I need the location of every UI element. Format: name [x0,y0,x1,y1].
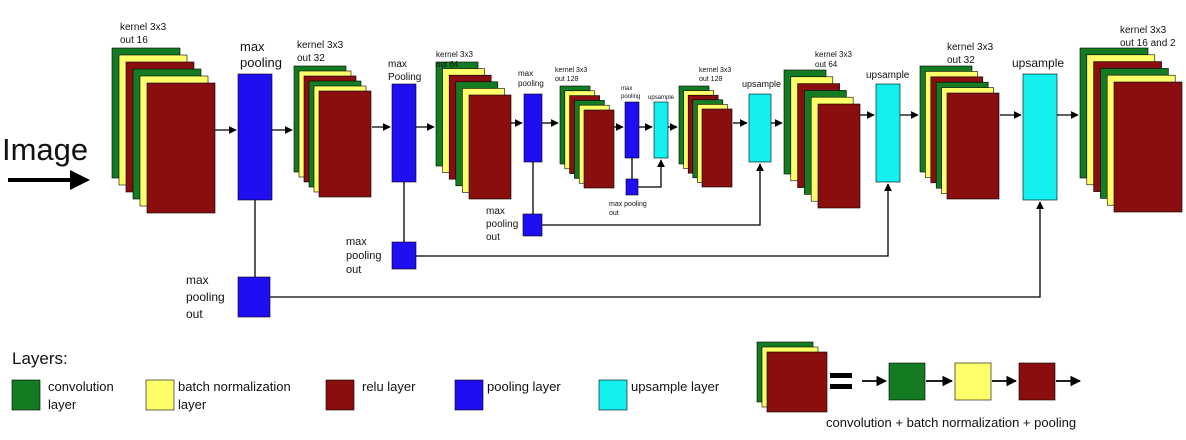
legend-title: Layers: [12,349,68,368]
enc3-stack [435,61,512,200]
input-arrow-head [70,170,90,190]
pool4-box [624,101,640,159]
legend-batch-norm-label: batch normalization layer [178,379,294,412]
label-upsample1: upsample [1012,56,1064,70]
label-upsample3: upsample [742,79,781,89]
layer-stacks [111,47,1183,214]
pool2-out-box [391,241,417,270]
legend-convolution-label: convolution layer [48,379,117,412]
enc3-relu-layer-2 [468,94,512,200]
label-pool3: max pooling [518,69,544,88]
label-pool2-out: max pooling out [346,236,381,276]
legend-relu-swatch [325,379,355,411]
label-dec1-kernel: kernel 3x3 out 16 and 2 [1120,25,1176,49]
enc4-relu-layer-2 [583,109,615,189]
legend-relu-label: relu layer [362,379,416,394]
enc1-relu-layer-2 [146,82,216,214]
equals-sign-top [830,373,852,378]
enc1-stack [111,47,216,214]
pool3-box [523,93,543,163]
upsample2-box [875,83,901,183]
label-enc2-kernel: kernel 3x3 out 32 [297,40,344,64]
equals-sign-bottom [830,384,852,389]
pool1-box [237,73,273,201]
label-upsample2: upsample [866,70,910,81]
label-dec4-kernel: kernel 3x3 out 128 [699,67,731,83]
legend-pooling-swatch [454,379,484,411]
label-dec2-kernel: kernel 3x3 out 32 [947,42,994,66]
label-enc3-kernel: kernel 3x3 out 64 [436,50,473,69]
pool2-box [391,83,417,183]
legend: Layers: convolution layer batch normaliz… [11,341,1082,430]
connectors [213,111,1079,298]
input-label: Image [2,132,88,167]
dec1-stack [1079,47,1183,213]
skip-pool3-out [542,163,764,226]
dec4-relu-layer-2 [701,108,733,188]
label-pool1: max pooling [240,39,282,70]
skip-pool2-out [416,183,892,257]
label-enc4-kernel: kernel 3x3 out 128 [555,67,587,83]
label-enc1-kernel: kernel 3x3 out 16 [120,22,167,46]
equals-batch-norm-box [954,362,992,401]
upsample3-box [748,93,772,163]
legend-equals-caption: convolution + batch normalization + pool… [826,415,1076,430]
legend-upsample-label: upsample layer [631,379,720,394]
skip-pool1-out [270,201,1044,298]
upsample1-box [1022,73,1058,201]
dec4-stack [678,85,733,188]
upsample4-box [653,101,669,159]
label-pool3-out: max pooling out [486,206,518,243]
label-pool1-out: max pooling out [186,273,225,321]
label-pool4-out: max pooling out [609,201,647,217]
legend-convolution-swatch [11,379,41,411]
label-upsample4: upsample [648,95,675,101]
legend-batch-norm-swatch [145,379,175,411]
legend-stack-icon [756,341,828,413]
dec1-relu-layer-2 [1113,81,1183,213]
dec2-stack [919,65,1000,200]
legend-upsample-swatch [598,379,628,411]
equals-relu-box [1018,362,1056,401]
dec3-relu-layer-2 [817,103,861,209]
pool4-out-box [625,178,639,196]
dec3-stack [783,69,861,209]
legend-pooling-label: pooling layer [487,379,561,394]
label-dec3-kernel: kernel 3x3 out 64 [815,50,852,69]
dec2-relu-layer-2 [946,92,1000,200]
label-pool2: max Pooling [388,59,421,83]
pool1-out-box [237,276,271,318]
skip-pool4-out [638,159,665,188]
enc4-stack [559,85,615,189]
equals-convolution-box [888,362,926,401]
pool3-out-box [522,213,543,237]
enc2-relu-layer-2 [318,90,372,198]
label-pool4: max pooling [621,86,640,100]
enc2-stack [293,65,372,198]
labels: kernel 3x3 out 16 kernel 3x3 out 32 kernel 3… [120,22,1176,321]
